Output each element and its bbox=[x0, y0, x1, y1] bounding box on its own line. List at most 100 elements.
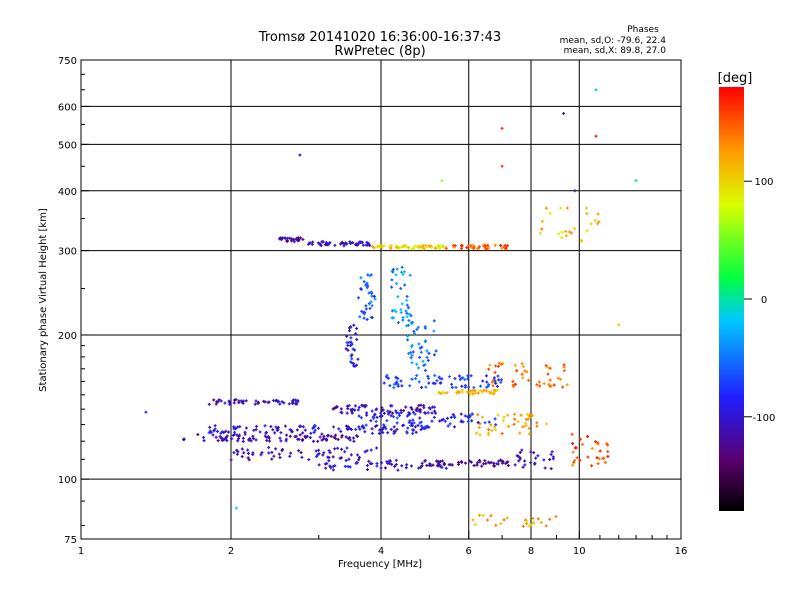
echo-point bbox=[370, 315, 374, 319]
echo-point bbox=[579, 437, 583, 441]
echo-point bbox=[334, 433, 338, 437]
echo-point bbox=[259, 453, 263, 457]
echo-point bbox=[415, 374, 419, 378]
echo-point bbox=[521, 425, 525, 429]
echo-point bbox=[458, 374, 462, 378]
echo-point bbox=[379, 244, 383, 248]
echo-point bbox=[477, 513, 481, 517]
echo-point bbox=[571, 441, 575, 445]
echo-point bbox=[374, 408, 378, 412]
echo-point bbox=[490, 428, 494, 432]
echo-point bbox=[385, 460, 389, 464]
echo-point bbox=[324, 437, 328, 441]
echo-point bbox=[389, 414, 393, 418]
echo-point bbox=[406, 334, 410, 338]
echo-point bbox=[589, 222, 593, 226]
echo-point bbox=[347, 404, 351, 408]
echo-point bbox=[397, 411, 401, 415]
echo-point bbox=[478, 422, 482, 426]
echo-point bbox=[351, 407, 355, 411]
y-tick-label: 500 bbox=[58, 140, 77, 151]
isolated-point bbox=[298, 153, 302, 157]
echo-point bbox=[247, 438, 251, 442]
echo-point bbox=[240, 455, 244, 459]
echo-point bbox=[425, 349, 429, 353]
echo-point bbox=[353, 243, 357, 247]
echo-point bbox=[515, 454, 519, 458]
echo-point bbox=[410, 421, 414, 425]
echo-point bbox=[506, 244, 510, 248]
x-tick-label: 10 bbox=[573, 546, 586, 557]
x-tick-label: 8 bbox=[528, 546, 534, 557]
echo-point bbox=[345, 446, 349, 450]
echo-point bbox=[464, 461, 468, 465]
echo-point bbox=[387, 459, 391, 463]
echo-point bbox=[260, 451, 264, 455]
echo-point bbox=[382, 244, 386, 248]
echo-point bbox=[369, 290, 373, 294]
echo-point bbox=[441, 417, 445, 421]
echo-point bbox=[520, 448, 524, 452]
y-tick-label: 100 bbox=[58, 475, 77, 486]
echo-point bbox=[361, 424, 365, 428]
echo-point bbox=[220, 438, 224, 442]
echo-point bbox=[463, 378, 467, 382]
echo-point bbox=[420, 424, 424, 428]
echo-point bbox=[498, 243, 502, 247]
echo-point bbox=[288, 428, 292, 432]
echo-point bbox=[370, 304, 374, 308]
echo-point bbox=[211, 433, 215, 437]
echo-point bbox=[573, 446, 577, 450]
echo-point bbox=[297, 437, 301, 441]
echo-point bbox=[272, 399, 276, 403]
echo-point bbox=[333, 447, 337, 451]
echo-point bbox=[294, 434, 298, 438]
echo-point bbox=[470, 412, 474, 416]
echo-point bbox=[494, 364, 498, 368]
echo-point bbox=[216, 400, 220, 404]
echo-point bbox=[208, 425, 212, 429]
echo-point bbox=[413, 425, 417, 429]
echo-point bbox=[405, 311, 409, 315]
echo-point bbox=[452, 245, 456, 249]
echo-point bbox=[410, 407, 414, 411]
echo-point bbox=[247, 458, 251, 462]
y-axis-ticks: 75 100 200 300 400 500 600 750 bbox=[58, 56, 89, 546]
echo-point bbox=[518, 457, 522, 461]
echo-point bbox=[390, 278, 394, 282]
echo-point bbox=[441, 390, 445, 394]
echo-point bbox=[254, 438, 258, 442]
echo-point bbox=[432, 329, 436, 333]
echo-point bbox=[605, 442, 609, 446]
echo-point bbox=[559, 206, 563, 210]
echo-point bbox=[493, 425, 497, 429]
echo-point bbox=[427, 377, 431, 381]
echo-point bbox=[495, 462, 499, 466]
echo-point bbox=[370, 244, 374, 248]
echo-point bbox=[345, 334, 349, 338]
echo-point bbox=[459, 247, 463, 251]
echo-point bbox=[360, 309, 364, 313]
echo-point bbox=[340, 447, 344, 451]
echo-point bbox=[228, 402, 232, 406]
echo-point bbox=[415, 362, 419, 366]
echo-point bbox=[378, 428, 382, 432]
echo-point bbox=[344, 458, 348, 462]
echo-point bbox=[475, 463, 479, 467]
x-tick-label: 1 bbox=[78, 546, 84, 557]
echo-point bbox=[441, 244, 445, 248]
echo-point bbox=[415, 406, 419, 410]
echo-point bbox=[315, 454, 319, 458]
echo-point bbox=[344, 435, 348, 439]
echo-point bbox=[320, 432, 324, 436]
echo-point bbox=[459, 459, 463, 463]
echo-point bbox=[525, 519, 529, 523]
echo-point bbox=[267, 446, 271, 450]
echo-point bbox=[289, 451, 293, 455]
echo-point bbox=[370, 462, 374, 466]
echo-point bbox=[391, 270, 395, 274]
echo-point bbox=[235, 448, 239, 452]
echo-point bbox=[544, 524, 548, 528]
echo-point bbox=[375, 415, 379, 419]
echo-point bbox=[469, 374, 473, 378]
